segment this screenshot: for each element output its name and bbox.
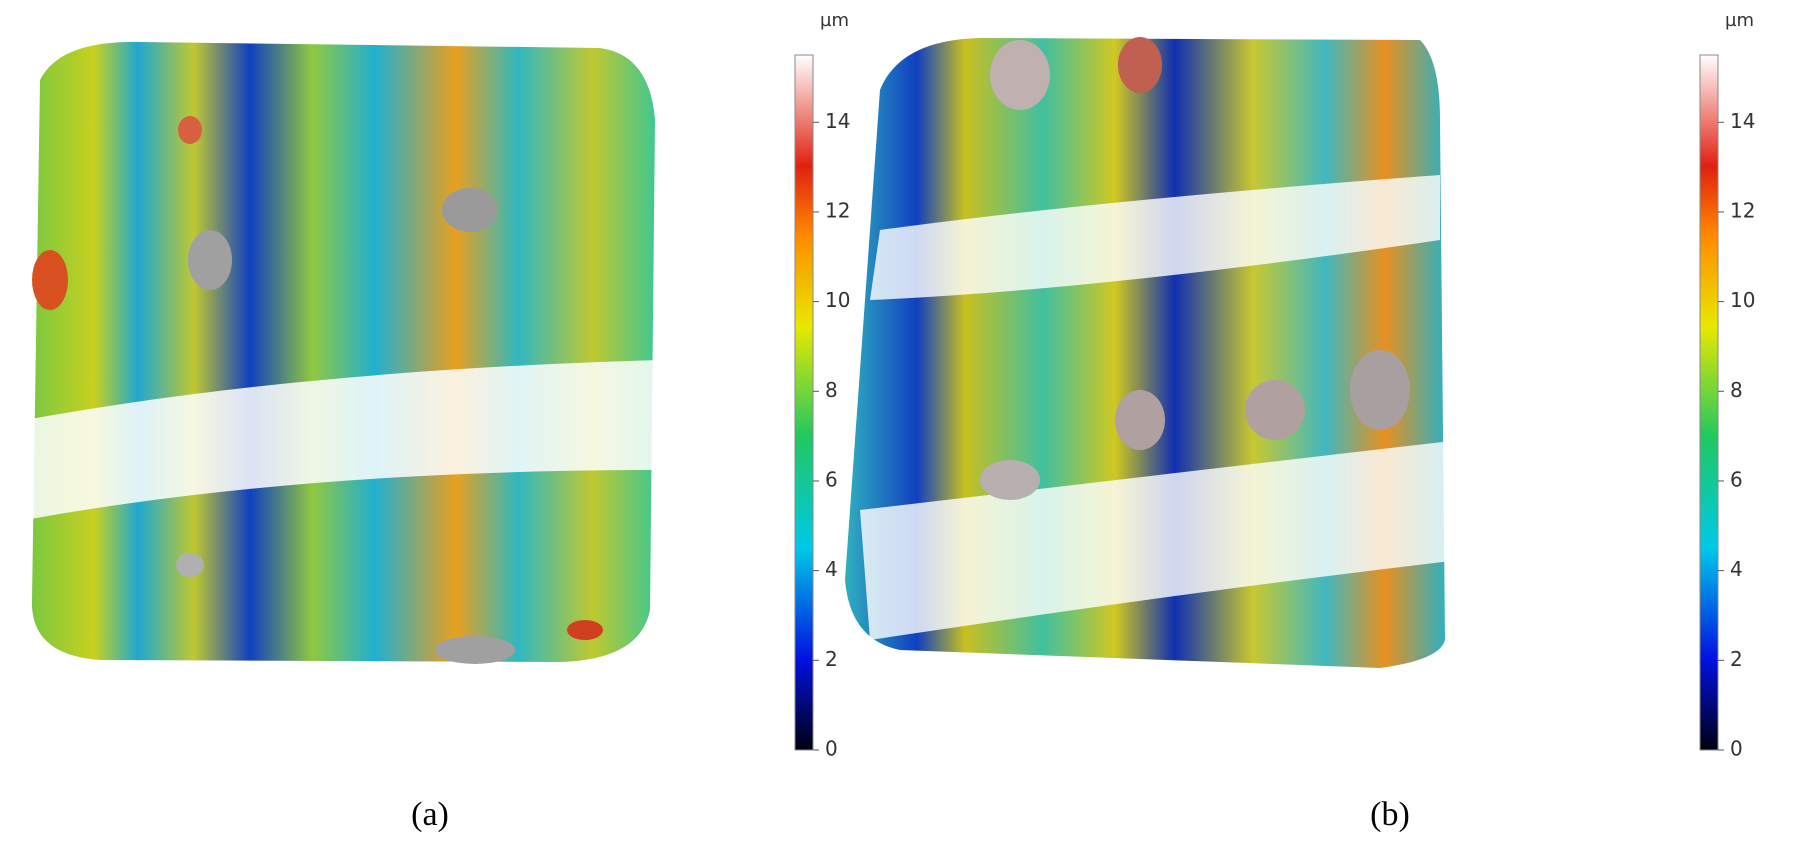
tick-label: 6 [825,467,838,491]
tick-label: 14 [1730,109,1755,133]
tick-label: 12 [1730,198,1755,222]
tick-label: 4 [825,557,838,581]
tick-label: 8 [825,378,838,402]
colorbar [794,54,814,751]
surface-a [25,41,660,664]
tick-label: 8 [1730,378,1743,402]
tick-label: 2 [825,647,838,671]
tick-label: 4 [1730,557,1743,581]
tick-label: 0 [1730,737,1743,761]
tick-label: 10 [825,288,850,312]
colorbar-unit: µm [820,10,849,31]
panel-label: (a) [411,796,449,833]
panel-label: (b) [1370,796,1410,833]
colorbar [1699,54,1719,751]
tick-label: 0 [825,737,838,761]
tick-label: 6 [1730,467,1743,491]
tick-label: 14 [825,109,850,133]
tick-label: 12 [825,198,850,222]
surface-b [845,37,1460,668]
tick-label: 10 [1730,288,1755,312]
tick-label: 2 [1730,647,1743,671]
colorbar-unit: µm [1725,10,1754,31]
